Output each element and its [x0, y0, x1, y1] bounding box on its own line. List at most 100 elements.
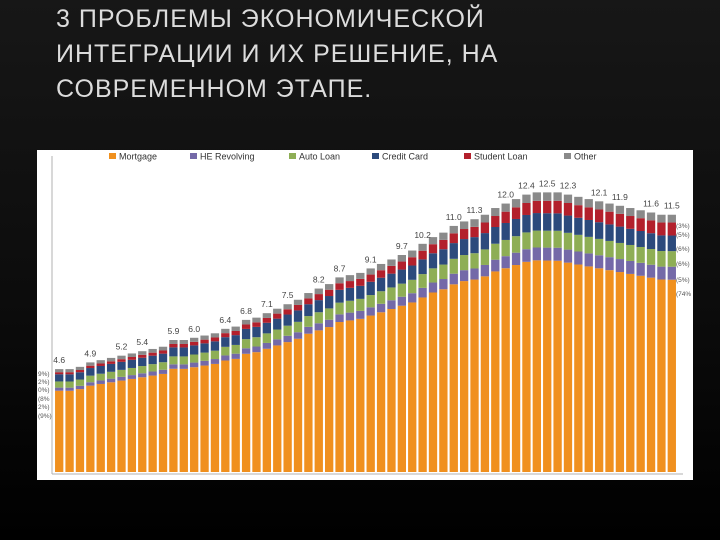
bar-stack-12: [179, 340, 188, 472]
bar-stack-8: [138, 351, 147, 472]
bar-segment-credit-card: [366, 281, 375, 296]
bar-segment-student-loan: [210, 337, 220, 342]
right-share-label: (5%): [676, 232, 690, 239]
bar-segment-mortgage: [273, 345, 282, 472]
bar-segment-auto-loan: [190, 354, 199, 363]
total-label: 8.7: [334, 263, 346, 273]
bar-stack-55: [626, 208, 635, 472]
bar-segment-student-loan: [667, 222, 676, 236]
bar-segment-student-loan: [366, 274, 375, 282]
bar-segment-he-revolving: [532, 247, 541, 261]
bar-segment-auto-loan: [418, 274, 427, 288]
bar-stack-16: [221, 328, 230, 472]
legend-swatch-2: [289, 153, 296, 159]
bar-segment-credit-card: [594, 222, 604, 239]
bar-segment-other: [574, 196, 583, 206]
bar-segment-other: [428, 237, 438, 245]
bar-segment-he-revolving: [210, 359, 220, 364]
bar-stack-5: [106, 357, 116, 472]
bar-segment-credit-card: [75, 372, 85, 380]
bar-segment-mortgage: [148, 375, 157, 472]
bar-segment-mortgage: [252, 352, 261, 472]
bar-segment-mortgage: [563, 262, 573, 472]
bar-segment-credit-card: [335, 289, 344, 303]
bar-segment-mortgage: [293, 338, 303, 472]
bar-segment-he-revolving: [179, 364, 188, 369]
bar-segment-other: [563, 194, 573, 203]
bar-segment-student-loan: [376, 270, 386, 278]
bar-segment-other: [584, 199, 593, 208]
total-labels: 4.6 4.9 5.2 5.4 5.9 6.0 6.4 6.8 7.1 7.5 8.2 8.7 9.1 9…: [53, 178, 680, 365]
bar-segment-student-loan: [511, 207, 521, 219]
bar-segment-credit-card: [262, 322, 272, 334]
total-label: 11.3: [467, 205, 483, 215]
bar-segment-mortgage: [86, 385, 95, 472]
bar-segment-credit-card: [138, 357, 147, 367]
bar-stack-24: [304, 293, 313, 472]
bar-segment-auto-loan: [376, 291, 386, 304]
bar-segment-student-loan: [470, 226, 479, 238]
bar-segment-auto-loan: [605, 240, 614, 258]
bar-segment-mortgage: [200, 365, 209, 472]
bar-segment-he-revolving: [553, 247, 562, 261]
left-share-labels: 9%)2%)0%)(8%2%)(9%): [38, 371, 52, 420]
bar-segment-credit-card: [179, 347, 188, 357]
bar-segment-student-loan: [55, 372, 64, 375]
bar-segment-credit-card: [304, 304, 313, 317]
bar-segment-other: [594, 201, 604, 210]
bar-segment-other: [262, 313, 272, 318]
total-label: 8.2: [313, 275, 325, 285]
bar-segment-auto-loan: [117, 369, 126, 377]
bar-segment-other: [459, 221, 469, 230]
bar-segment-student-loan: [273, 313, 282, 319]
bar-segment-he-revolving: [200, 360, 209, 366]
total-label: 12.5: [539, 178, 556, 188]
bar-segment-auto-loan: [55, 381, 64, 388]
bar-segment-student-loan: [636, 218, 645, 231]
bar-segment-he-revolving: [626, 260, 635, 274]
bar-segment-credit-card: [584, 219, 593, 237]
bar-segment-credit-card: [325, 296, 334, 309]
bar-segment-he-revolving: [470, 268, 479, 280]
bar-segment-mortgage: [169, 368, 178, 472]
bar-stack-4: [96, 360, 105, 472]
total-label: 10.2: [414, 230, 431, 240]
bar-segment-credit-card: [532, 213, 541, 231]
legend-label-0: Mortgage: [119, 152, 157, 162]
bar-segment-credit-card: [646, 233, 656, 250]
bar-segment-he-revolving: [138, 373, 147, 378]
bar-segment-student-loan: [646, 220, 656, 234]
bar-segment-auto-loan: [459, 255, 469, 271]
bar-segment-he-revolving: [252, 346, 261, 353]
bar-segment-auto-loan: [553, 230, 562, 248]
bar-segment-credit-card: [190, 345, 199, 355]
bar-segment-credit-card: [491, 227, 500, 244]
bar-stack-44: [511, 199, 521, 472]
bar-segment-credit-card: [418, 259, 427, 275]
bar-segment-mortgage: [480, 276, 490, 472]
bar-segment-auto-loan: [158, 362, 168, 370]
bar-segment-credit-card: [96, 365, 105, 374]
bar-segment-auto-loan: [491, 243, 500, 260]
bar-segment-he-revolving: [190, 362, 199, 368]
bar-stack-39: [459, 221, 469, 472]
bar-segment-credit-card: [314, 300, 323, 313]
bar-segment-he-revolving: [273, 339, 282, 346]
bar-segment-student-loan: [241, 324, 251, 329]
bar-stack-33: [397, 255, 406, 472]
bar-segment-student-loan: [262, 317, 272, 323]
bar-segment-student-loan: [314, 294, 323, 301]
bar-segment-student-loan: [252, 322, 261, 327]
bar-stack-52: [594, 201, 604, 472]
bar-segment-auto-loan: [210, 350, 220, 360]
bar-segment-student-loan: [626, 216, 635, 229]
bar-segment-credit-card: [428, 253, 438, 269]
slide-title-line-3: СОВРЕМЕННОМ ЭТАПЕ.: [56, 75, 373, 103]
bar-segment-student-loan: [127, 357, 137, 360]
bar-segment-auto-loan: [65, 381, 74, 388]
bar-segment-mortgage: [470, 279, 479, 472]
bar-segment-credit-card: [501, 222, 510, 240]
bar-segment-student-loan: [615, 213, 625, 227]
bar-segment-mortgage: [366, 315, 375, 472]
bar-stack-11: [169, 340, 178, 472]
